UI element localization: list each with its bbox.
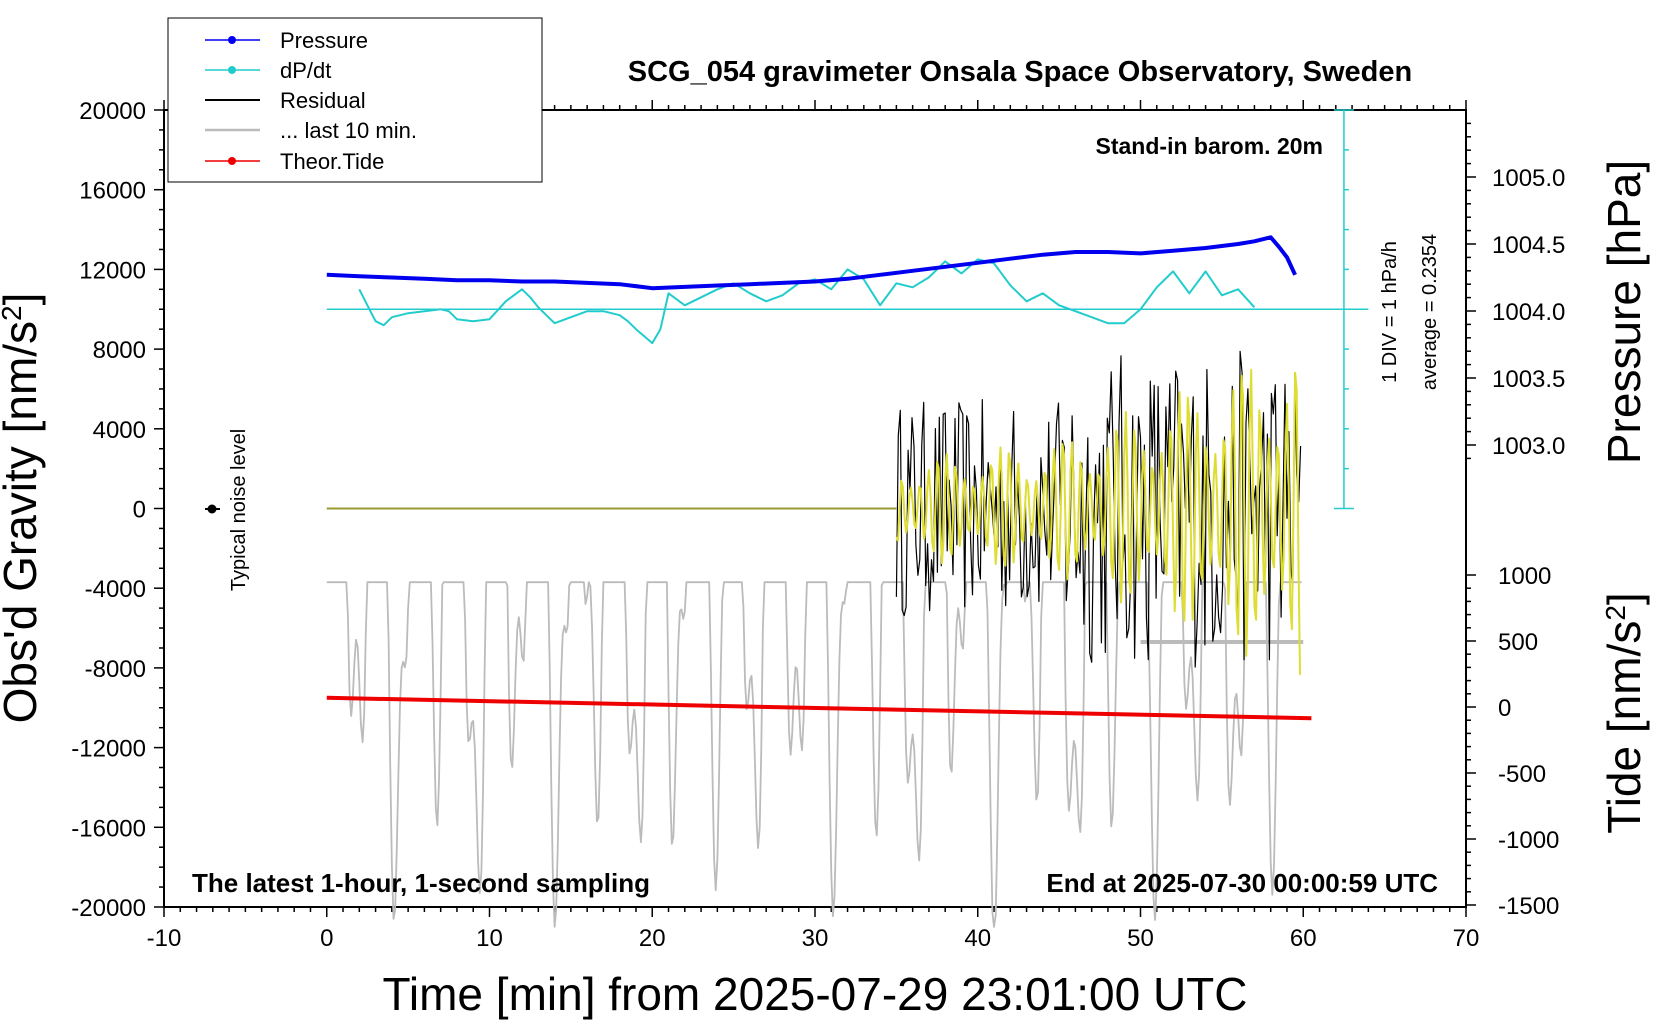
y-tick-label: -12000 — [71, 736, 146, 763]
filtered-line — [895, 368, 1301, 675]
legend: Pressure dP/dt Residual ... last 10 min.… — [167, 17, 543, 183]
y-tick-label: -4000 — [85, 576, 146, 603]
end-annotation: End at 2025-07-30 00:00:59 UTC — [1046, 868, 1438, 898]
y-tick-label: -20000 — [71, 895, 146, 922]
pressure-series — [326, 235, 1297, 291]
legend-pressure-label: Pressure — [280, 28, 368, 53]
y-tick-label: 12000 — [79, 257, 146, 284]
x-tick-label: 50 — [1127, 925, 1154, 952]
latest-annotation: The latest 1-hour, 1-second sampling — [192, 868, 650, 898]
y-tick-label: 16000 — [79, 178, 146, 205]
average-annotation: average = 0.2354 — [1419, 234, 1441, 390]
tide-tick-label: 1000 — [1498, 563, 1551, 590]
legend-dpdt-dot — [228, 66, 236, 74]
noise-level-label: Typical noise level — [228, 429, 250, 591]
legend-residual-label: Residual — [280, 88, 366, 113]
chart-title: SCG_054 gravimeter Onsala Space Observat… — [628, 56, 1412, 88]
y-tick-label: 4000 — [93, 417, 146, 444]
y-tick-label: -8000 — [85, 656, 146, 683]
x-tick-label: 70 — [1453, 925, 1480, 952]
tide-tick-label: 0 — [1498, 695, 1511, 722]
div-annotation: 1 DIV = 1 hPa/h — [1379, 241, 1401, 383]
legend-tide-dot — [228, 157, 236, 165]
pressure-line — [326, 235, 1297, 291]
tick-labels: -10 0 10 20 30 40 50 60 70 20000 16000 12000 8000 400… — [71, 98, 1565, 952]
last10-line — [326, 581, 1302, 928]
last10-series — [326, 581, 1304, 928]
y-tick-label: 8000 — [93, 337, 146, 364]
tide-tick-label: -1500 — [1498, 893, 1559, 920]
y-axis-label-pressure: Pressure [hPa] — [1598, 160, 1650, 464]
legend-dpdt-label: dP/dt — [280, 58, 331, 83]
x-tick-label: 60 — [1290, 925, 1317, 952]
x-tick-label: 30 — [802, 925, 829, 952]
tide-series — [326, 695, 1312, 721]
tide-tick-label: -500 — [1498, 761, 1546, 788]
dpdt-line — [358, 258, 1256, 345]
y-axis-label-left: Obs'd Gravity [nm/s2] — [0, 293, 46, 724]
pressure-tick-label: 1005.0 — [1492, 165, 1565, 192]
noise-level-dot — [207, 504, 217, 514]
dpdt-series — [358, 258, 1256, 345]
dpdt-scale-bar — [326, 109, 1369, 510]
x-tick-label: 40 — [964, 925, 991, 952]
tide-tick-label: 500 — [1498, 629, 1538, 656]
y-tick-label: -16000 — [71, 815, 146, 842]
legend-tide-label: Theor.Tide — [280, 149, 384, 174]
tide-line — [326, 695, 1312, 721]
barom-annotation: Stand-in barom. 20m — [1096, 133, 1323, 159]
x-axis-label: Time [min] from 2025-07-29 23:01:00 UTC — [383, 968, 1248, 1020]
x-tick-label: -10 — [147, 925, 182, 952]
filtered-series — [895, 368, 1301, 675]
legend-last10-label: ... last 10 min. — [280, 118, 417, 143]
x-tick-label: 20 — [639, 925, 666, 952]
pressure-tick-label: 1003.0 — [1492, 433, 1565, 460]
pressure-tick-label: 1004.5 — [1492, 232, 1565, 259]
pressure-tick-label: 1004.0 — [1492, 299, 1565, 326]
x-tick-label: 10 — [476, 925, 503, 952]
x-tick-label: 0 — [320, 925, 333, 952]
y-tick-label: 20000 — [79, 98, 146, 125]
pressure-tick-label: 1003.5 — [1492, 366, 1565, 393]
y-axis-label-tide: Tide [nm/s2] — [1598, 592, 1650, 833]
y-tick-label: 0 — [133, 497, 146, 524]
legend-pressure-dot — [228, 36, 236, 44]
tide-tick-label: -1000 — [1498, 827, 1559, 854]
